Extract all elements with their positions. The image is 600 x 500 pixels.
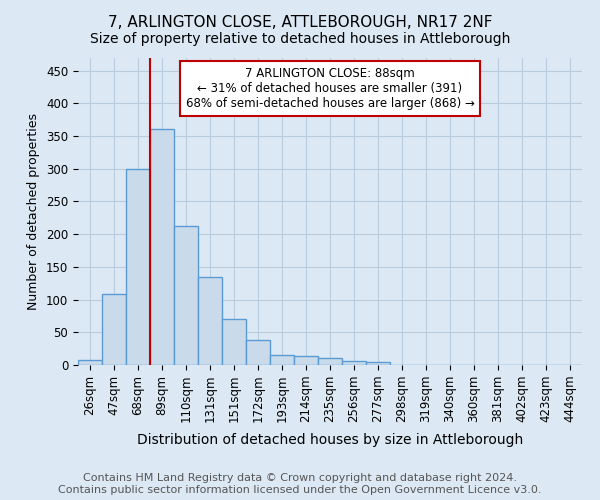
Bar: [294, 356, 318, 365]
Bar: [246, 340, 270, 365]
Text: 7, ARLINGTON CLOSE, ATTLEBOROUGH, NR17 2NF: 7, ARLINGTON CLOSE, ATTLEBOROUGH, NR17 2…: [108, 15, 492, 30]
Bar: [342, 361, 366, 365]
Text: 7 ARLINGTON CLOSE: 88sqm
← 31% of detached houses are smaller (391)
68% of semi-: 7 ARLINGTON CLOSE: 88sqm ← 31% of detach…: [185, 66, 475, 110]
Bar: [78, 360, 102, 365]
Bar: [366, 362, 390, 365]
Bar: [126, 168, 150, 365]
Bar: [270, 355, 294, 365]
Bar: [150, 130, 174, 365]
Bar: [174, 226, 198, 365]
Bar: [198, 276, 222, 365]
Bar: [318, 358, 342, 365]
Text: Size of property relative to detached houses in Attleborough: Size of property relative to detached ho…: [90, 32, 510, 46]
X-axis label: Distribution of detached houses by size in Attleborough: Distribution of detached houses by size …: [137, 434, 523, 448]
Bar: [102, 294, 126, 365]
Text: Contains HM Land Registry data © Crown copyright and database right 2024.
Contai: Contains HM Land Registry data © Crown c…: [58, 474, 542, 495]
Y-axis label: Number of detached properties: Number of detached properties: [28, 113, 40, 310]
Bar: [222, 319, 246, 365]
